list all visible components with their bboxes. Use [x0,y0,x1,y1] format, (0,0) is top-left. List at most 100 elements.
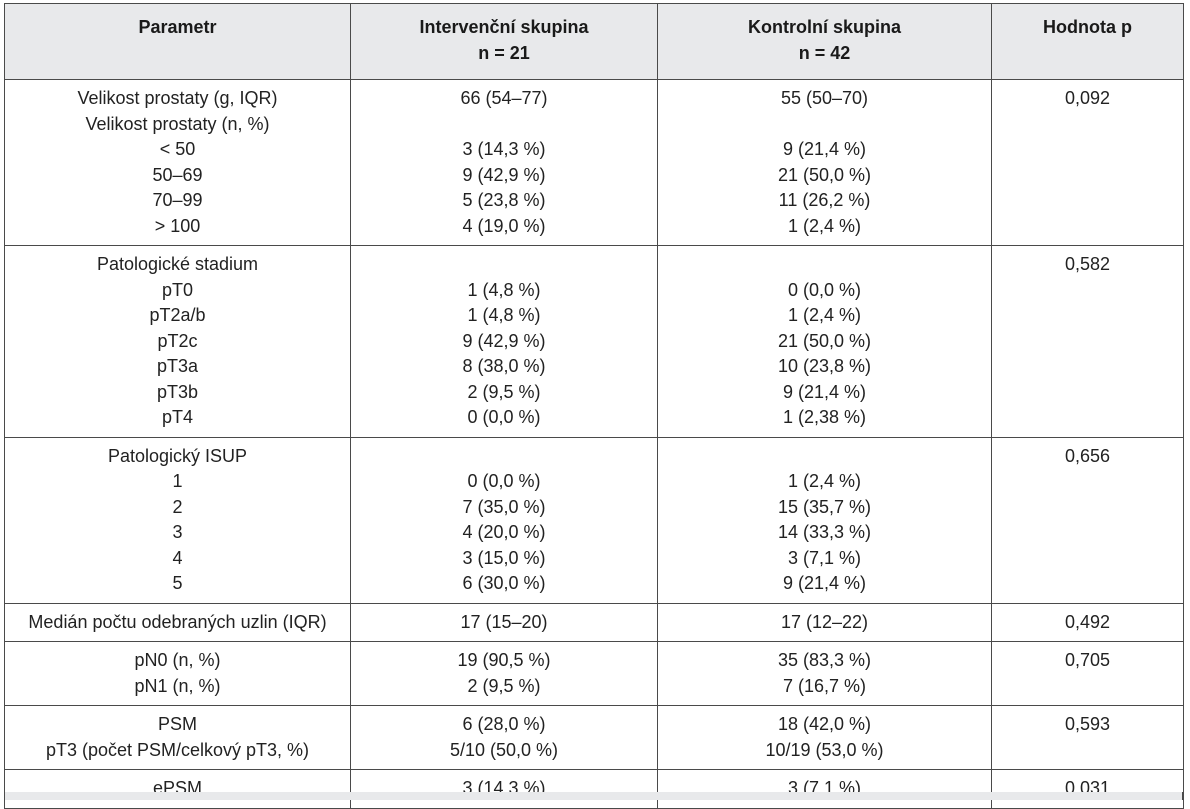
table-row: Velikost prostaty (g, IQR) Velikost prost… [4,79,1184,246]
cell-line: 18 (42,0 %) [777,714,872,734]
cell-line: 7 (16,7 %) [782,675,867,696]
cell-line: 17 (15–20) [460,611,548,632]
intervencni-cell: 19 (90,5 %) 2 (9,5 %) [350,641,658,706]
header-row: Parametr Intervenční skupina n = 21 Kont… [4,3,1184,80]
kontrolni-cell: 17 (12–22) [657,602,992,642]
intervencni-cell: 3 (14,3 %) [350,769,658,809]
cell-line: 66 (54–77) [460,88,548,108]
cell-line: 3 [172,522,183,542]
cell-line: Velikost prostaty (n, %) [85,113,270,134]
cell-line: pT2a/b [149,305,206,325]
cell-line: 2 [172,496,183,517]
cell-line: 4 [172,547,183,568]
cell-line: pN0 (n, %) [134,650,221,670]
kontrolni-cell: 0 (0,0 %) 1 (2,4 %) 21 (50,0 %) 10 (23,8 %)… [657,245,992,438]
cell-line: pT3 (počet PSM/celkový pT3, %) [45,739,310,760]
cell-line [351,444,657,470]
kontrolni-cell: 55 (50–70) 9 (21,4 %) 21 (50,0 %) 11 (26,2 … [657,79,992,246]
intervencni-cell: 6 (28,0 %) 5/10 (50,0 %) [350,705,658,770]
p-value-cell: 0,593 [991,705,1184,770]
cell-line: 3 (7,1 %) [787,547,862,568]
header-intervencni: Intervenční skupina n = 21 [350,3,658,80]
header-kontrolni: Kontrolní skupina n = 42 [657,3,992,80]
cell-line: 4 (20,0 %) [462,522,546,542]
table-row: Patologické stadium pT0 pT2a/b pT2c pT3a pT3b… [4,245,1184,438]
cell-line [658,444,991,470]
cell-line: 55 (50–70) [780,88,869,108]
cell-line: 6 (28,0 %) [462,714,546,734]
kontrolni-cell: 1 (2,4 %) 15 (35,7 %) 14 (33,3 %) 3 (7,1 %)… [657,436,992,604]
cell-line: 2 (9,5 %) [467,381,541,402]
cell-line [351,112,657,138]
cell-line: 1 (2,38 %) [782,407,867,427]
cell-line: 4 (19,0 %) [462,215,546,236]
kontrolni-cell: 35 (83,3 %) 7 (16,7 %) [657,641,992,706]
cell-line: 8 (38,0 %) [462,356,546,376]
cell-line: < 50 [159,139,196,159]
table-row: PSM pT3 (počet PSM/celkový pT3, %) 6 (28,0… [4,705,1184,770]
cell-line: 11 (26,2 %) [778,190,871,210]
cell-line: pT0 [161,279,194,300]
table-row: Medián počtu odebraných uzlin (IQR) 17 (1… [4,602,1184,642]
param-cell: Patologický ISUP 1 2 3 4 5 [4,436,351,604]
intervencni-cell: 17 (15–20) [350,602,658,642]
cell-line: Patologické stadium [96,254,259,274]
cell-line: > 100 [154,215,201,236]
cell-line: 9 (42,9 %) [462,164,546,185]
table-row: Patologický ISUP 1 2 3 4 5 0 (0,0 %) 7 (35,0 %)… [4,436,1184,604]
cell-line: 3 (14,3 %) [462,139,546,159]
cell-line: 0,705 [1064,650,1111,670]
cell-line: 14 (33,3 %) [777,522,872,542]
cell-line: pT2c [157,330,198,351]
cell-line: 0,492 [1064,611,1111,632]
cell-line [658,112,991,138]
header-hodnota-p: Hodnota p [991,3,1184,80]
cell-line: 5/10 (50,0 %) [449,739,559,760]
cell-line: 50–69 [152,164,203,185]
param-cell: Patologické stadium pT0 pT2a/b pT2c pT3a pT3b… [4,245,351,438]
intervencni-cell: 66 (54–77) 3 (14,3 %) 9 (42,9 %) 5 (23,8 %)… [350,79,658,246]
cell-line: Medián počtu odebraných uzlin (IQR) [28,611,327,632]
cell-line: pT4 [161,407,194,427]
p-value-cell: 0,582 [991,245,1184,438]
cell-line: 5 [172,573,183,593]
cell-line: 10/19 (53,0 %) [765,739,884,760]
cell-line: 35 (83,3 %) [777,650,872,670]
results-table: Parametr Intervenční skupina n = 21 Kont… [4,3,1184,809]
cell-line: 21 (50,0 %) [777,330,872,351]
intervencni-cell: 1 (4,8 %) 1 (4,8 %) 9 (42,9 %) 8 (38,0 %) 2 … [350,245,658,438]
p-value-cell: 0,031 [991,769,1184,809]
cell-line: Patologický ISUP [107,445,248,466]
cell-line: 10 (23,8 %) [777,356,872,376]
cell-line: 1 (2,4 %) [787,215,862,236]
p-value-cell: 0,092 [991,79,1184,246]
cell-line: 0 (0,0 %) [467,471,541,491]
param-cell: Velikost prostaty (g, IQR) Velikost prost… [4,79,351,246]
cell-line: 15 (35,7 %) [777,496,872,517]
cell-line: 1 (2,4 %) [787,305,862,325]
cell-line: 9 (21,4 %) [782,573,867,593]
cell-line: pT3a [156,356,199,376]
intervencni-cell: 0 (0,0 %) 7 (35,0 %) 4 (20,0 %) 3 (15,0 %) 6… [350,436,658,604]
cell-line: Velikost prostaty (g, IQR) [77,88,278,108]
cell-line: pT3b [156,381,199,402]
cell-line [351,252,657,278]
cell-line: 6 (30,0 %) [462,573,546,593]
cell-line: 2 (9,5 %) [467,675,541,696]
cell-line: 0,656 [1064,445,1111,466]
cell-line: 0,593 [1064,714,1111,734]
cell-line: 1 (4,8 %) [467,279,541,300]
param-cell: ePSM [4,769,351,809]
kontrolni-cell: 3 (7,1 %) [657,769,992,809]
cell-line: pN1 (n, %) [134,675,221,696]
cell-line: PSM [157,714,197,734]
cell-line: 0 (0,0 %) [787,279,862,300]
p-value-cell: 0,492 [991,602,1184,642]
cell-line: 70–99 [152,190,203,210]
cell-line: 0,582 [1064,254,1111,274]
param-cell: pN0 (n, %) pN1 (n, %) [4,641,351,706]
param-cell: Medián počtu odebraných uzlin (IQR) [4,602,351,642]
cell-line: 5 (23,8 %) [462,190,546,210]
cell-line: 1 (4,8 %) [467,305,541,325]
